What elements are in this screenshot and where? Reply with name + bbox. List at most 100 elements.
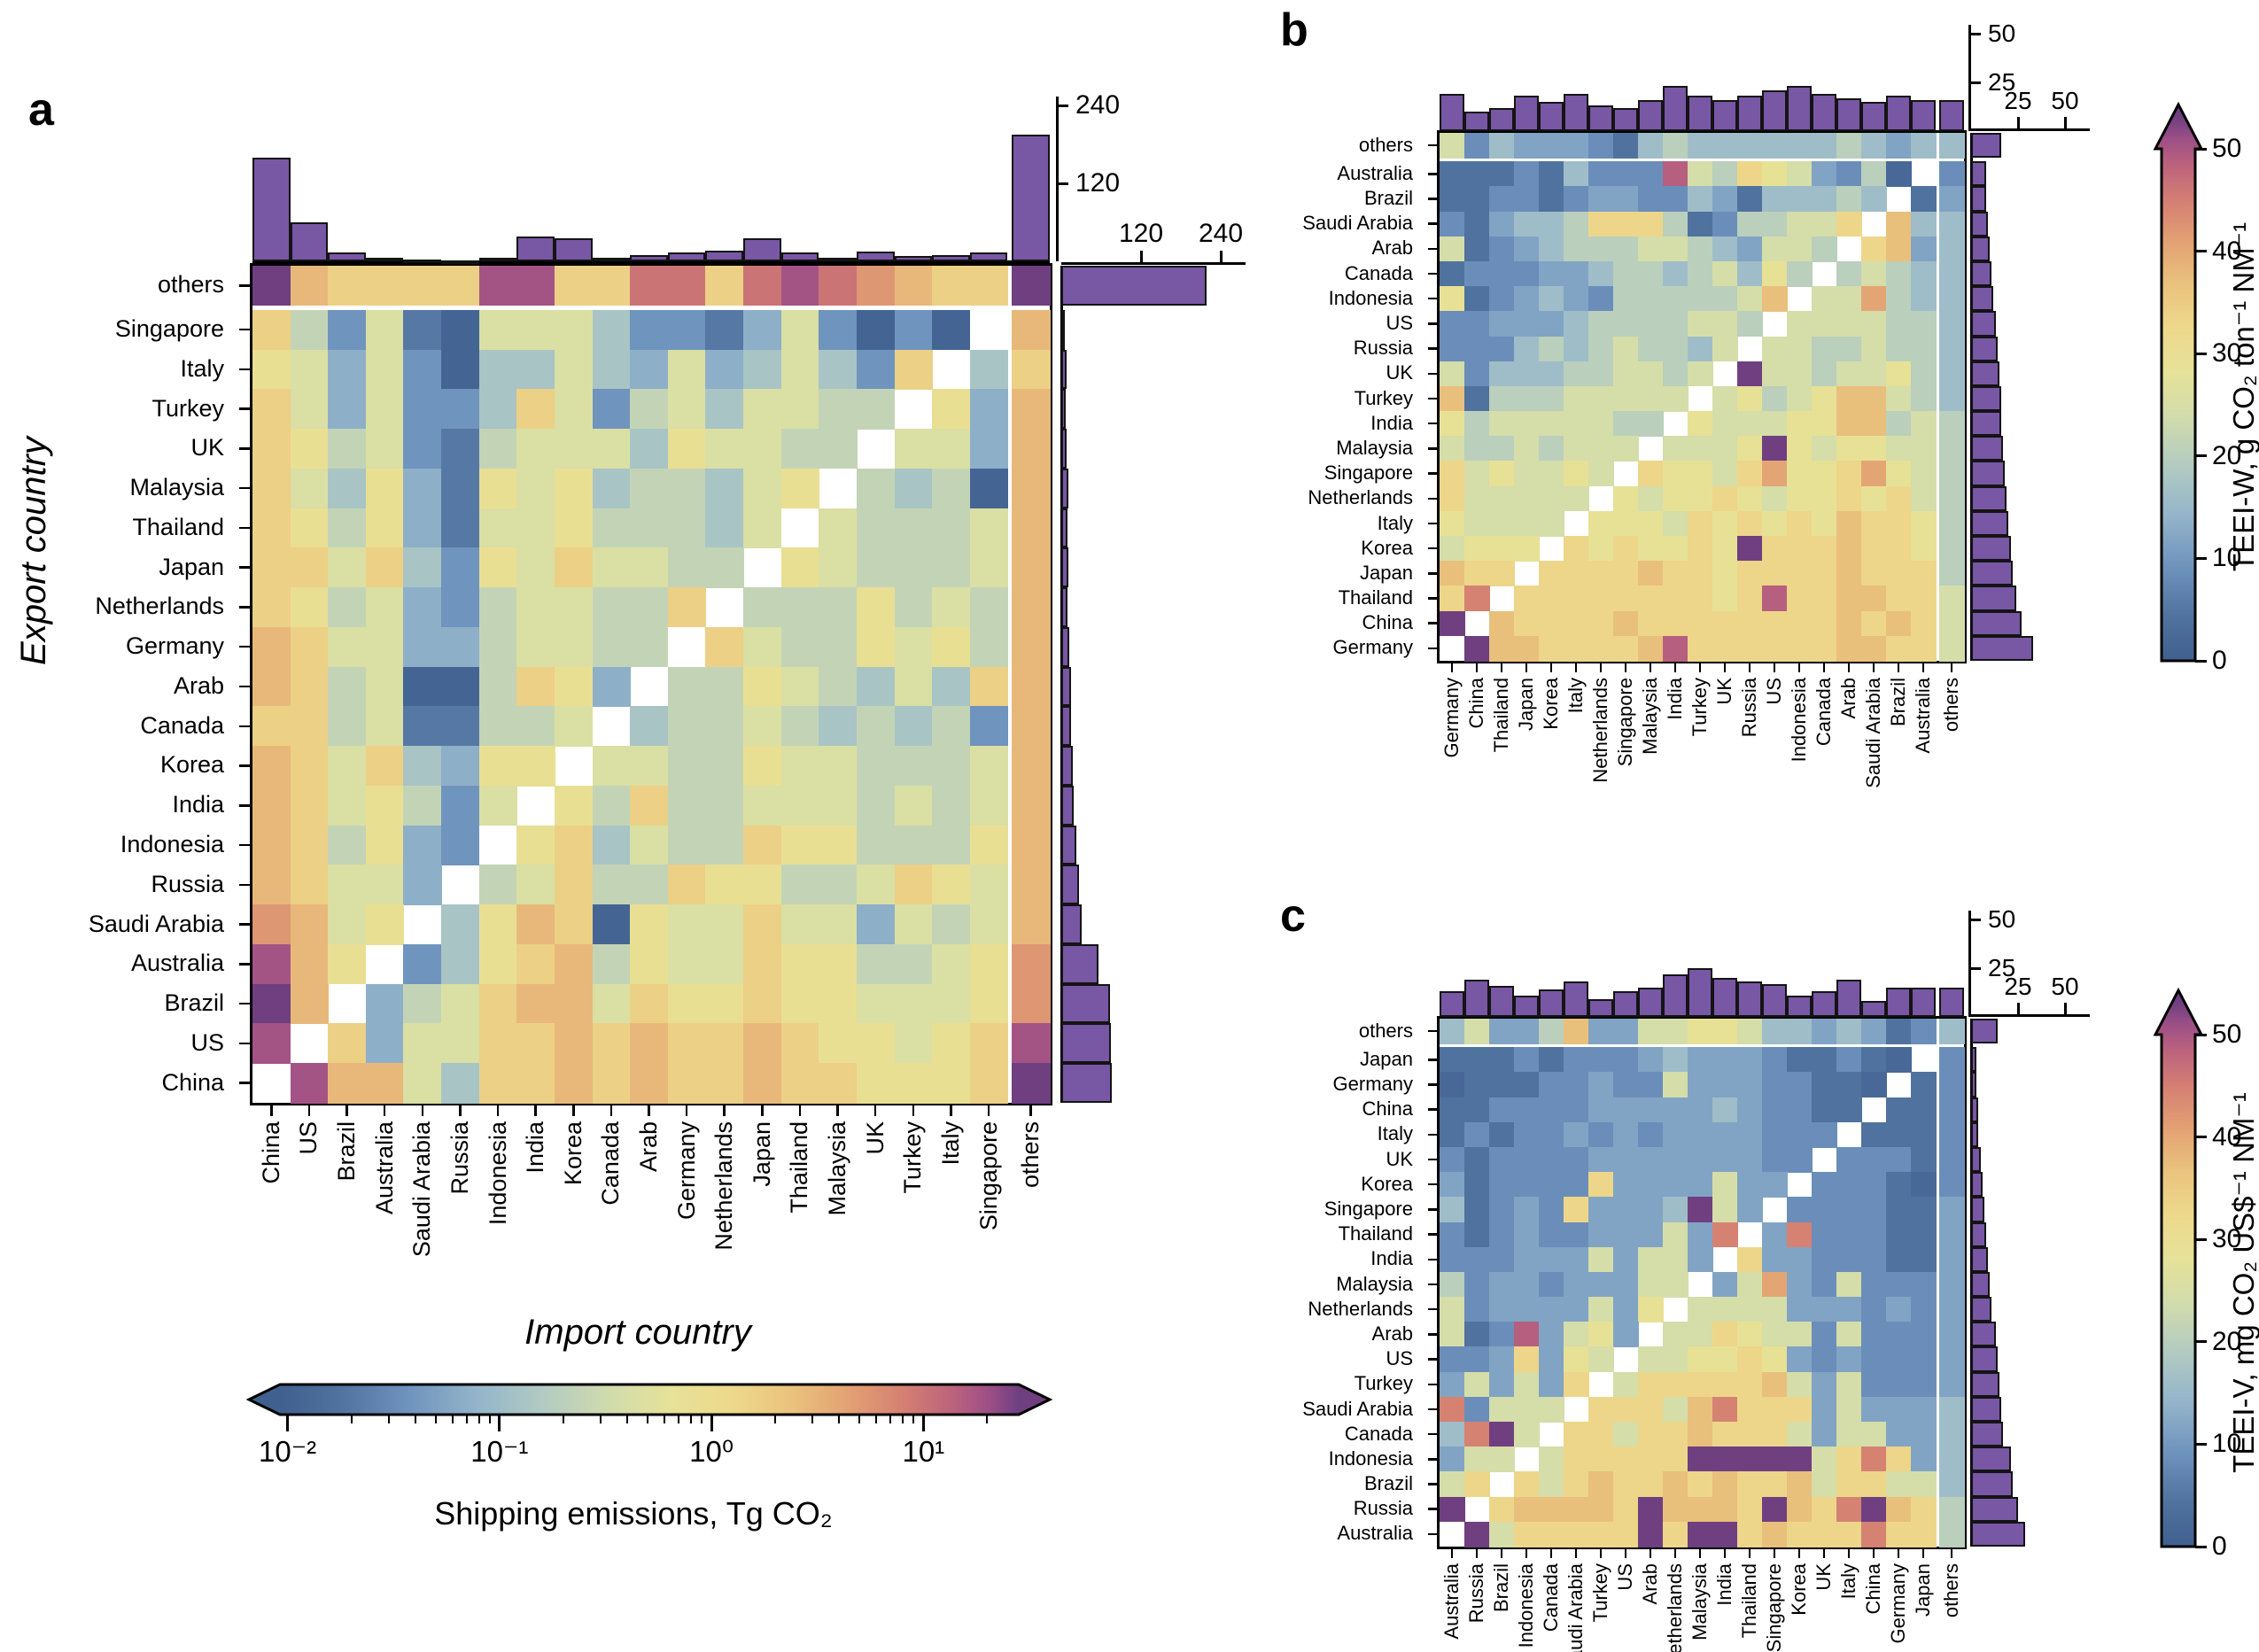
y-axis-tick bbox=[1428, 397, 1437, 400]
colorbar-c-tick bbox=[2195, 1340, 2207, 1344]
heatmap-cell bbox=[667, 587, 707, 628]
colorbar-b-tick-label: 0 bbox=[2212, 646, 2227, 675]
panel-a-letter: a bbox=[28, 84, 54, 136]
heatmap-cell bbox=[743, 825, 782, 866]
heatmap-cell bbox=[1712, 1146, 1738, 1173]
heatmap-cell bbox=[403, 587, 442, 628]
colorbar-c-tick-label: 30 bbox=[2212, 1224, 2242, 1254]
y-axis-tick bbox=[1428, 572, 1437, 575]
right-hist-bar bbox=[1061, 389, 1067, 430]
heatmap-cell bbox=[592, 309, 631, 351]
heatmap-cell bbox=[1737, 161, 1763, 187]
heatmap-cell bbox=[630, 706, 669, 747]
heatmap-cell bbox=[1514, 1371, 1540, 1398]
heatmap-cell bbox=[554, 904, 594, 945]
colorbar-a-minor-tick bbox=[678, 1415, 680, 1423]
heatmap-cell bbox=[1911, 411, 1937, 437]
heatmap-cell bbox=[1762, 1097, 1788, 1123]
colorbar-a-minor-tick bbox=[477, 1415, 480, 1423]
heatmap-cell bbox=[705, 865, 744, 905]
heatmap-cell bbox=[969, 825, 1008, 866]
heatmap-cell bbox=[1836, 311, 1862, 337]
heatmap-cell bbox=[1812, 1322, 1837, 1348]
heatmap-cell bbox=[1911, 1446, 1937, 1473]
heatmap-cell bbox=[780, 468, 819, 509]
heatmap-cell bbox=[1012, 349, 1051, 390]
heatmap-cell bbox=[1613, 1121, 1639, 1148]
row-label: Saudi Arabia bbox=[1302, 1397, 1413, 1420]
heatmap-cell bbox=[1663, 1019, 1688, 1044]
heatmap-cell bbox=[1638, 1271, 1664, 1298]
heatmap-cell bbox=[1886, 1371, 1912, 1398]
top-hist-scale-label: 240 bbox=[1075, 90, 1121, 120]
top-hist-baseline bbox=[252, 260, 1050, 263]
heatmap-cell bbox=[1787, 436, 1813, 462]
right-hist-bar bbox=[1971, 1172, 1983, 1198]
y-axis-tick bbox=[239, 328, 250, 331]
heatmap-cell bbox=[667, 865, 707, 905]
heatmap-cell bbox=[478, 468, 517, 509]
colorbar-c-tick bbox=[2195, 1237, 2207, 1241]
heatmap-cell bbox=[1836, 133, 1862, 159]
top-hist-scale-tick bbox=[1968, 918, 1981, 921]
heatmap-cell bbox=[1638, 1172, 1664, 1198]
heatmap-cell bbox=[1440, 133, 1465, 159]
heatmap-cell bbox=[365, 547, 405, 588]
x-axis-tick bbox=[1500, 663, 1503, 672]
heatmap-cell bbox=[667, 785, 707, 826]
heatmap-cell bbox=[1663, 186, 1688, 213]
colorbar-c-tick-label: 40 bbox=[2212, 1121, 2242, 1152]
heatmap-cell bbox=[1861, 411, 1887, 437]
heatmap-cell bbox=[1861, 161, 1887, 187]
colorbar-a-minor-tick bbox=[912, 1415, 915, 1423]
heatmap-cell bbox=[1440, 336, 1465, 362]
heatmap-cell bbox=[743, 349, 782, 390]
heatmap-cell bbox=[894, 904, 933, 945]
right-hist-bar bbox=[1971, 260, 1992, 287]
y-axis-tick bbox=[1428, 322, 1437, 325]
heatmap-cell bbox=[743, 309, 782, 351]
heatmap-cell bbox=[1489, 286, 1515, 312]
x-axis-tick bbox=[1822, 663, 1826, 672]
heatmap-cell bbox=[1688, 1097, 1713, 1123]
y-axis-tick bbox=[1428, 497, 1437, 500]
heatmap-cell bbox=[1762, 1121, 1788, 1148]
right-hist-bar bbox=[1971, 1097, 1979, 1122]
row-label: UK bbox=[1386, 1147, 1413, 1170]
colorbar-a-minor-tick bbox=[350, 1415, 353, 1423]
y-axis-tick bbox=[239, 486, 250, 490]
heatmap-cell bbox=[969, 508, 1008, 548]
heatmap-cell bbox=[1539, 1371, 1564, 1398]
heatmap-cell bbox=[856, 904, 896, 945]
col-label: Brazil bbox=[1887, 678, 1909, 727]
heatmap-cell bbox=[1812, 286, 1837, 312]
heatmap-cell bbox=[819, 389, 858, 430]
heatmap-cell bbox=[1514, 1271, 1540, 1298]
x-axis-tick bbox=[572, 1105, 575, 1116]
heatmap-cell bbox=[1812, 610, 1837, 637]
top-hist-scale-label: 50 bbox=[1988, 905, 2016, 933]
heatmap-cell bbox=[856, 825, 896, 866]
heatmap-cell bbox=[743, 1063, 782, 1104]
heatmap-cell bbox=[1812, 133, 1837, 159]
colorbar-a-major-tick bbox=[921, 1415, 925, 1431]
heatmap-cell bbox=[1939, 361, 1965, 387]
heatmap-cell bbox=[1861, 186, 1887, 213]
heatmap-cell bbox=[1564, 1121, 1589, 1148]
heatmap-cell bbox=[328, 309, 367, 351]
heatmap-cell bbox=[1886, 436, 1912, 462]
heatmap-cell bbox=[743, 508, 782, 548]
heatmap-cell bbox=[1638, 1047, 1664, 1073]
y-axis-tick bbox=[239, 1082, 250, 1084]
heatmap-cell bbox=[819, 904, 858, 945]
top-hist-bar bbox=[1588, 999, 1613, 1017]
heatmap-cell bbox=[1489, 1271, 1515, 1298]
row-label: UK bbox=[190, 434, 224, 461]
colorbar-b-tick-label: 30 bbox=[2212, 338, 2242, 368]
heatmap-cell bbox=[1836, 1047, 1862, 1073]
heatmap-cell bbox=[780, 626, 819, 668]
heatmap-cell bbox=[819, 1023, 858, 1064]
heatmap-cell bbox=[1464, 1047, 1490, 1073]
heatmap-cell bbox=[1514, 1521, 1540, 1547]
right-hist-bar bbox=[1971, 236, 1991, 261]
